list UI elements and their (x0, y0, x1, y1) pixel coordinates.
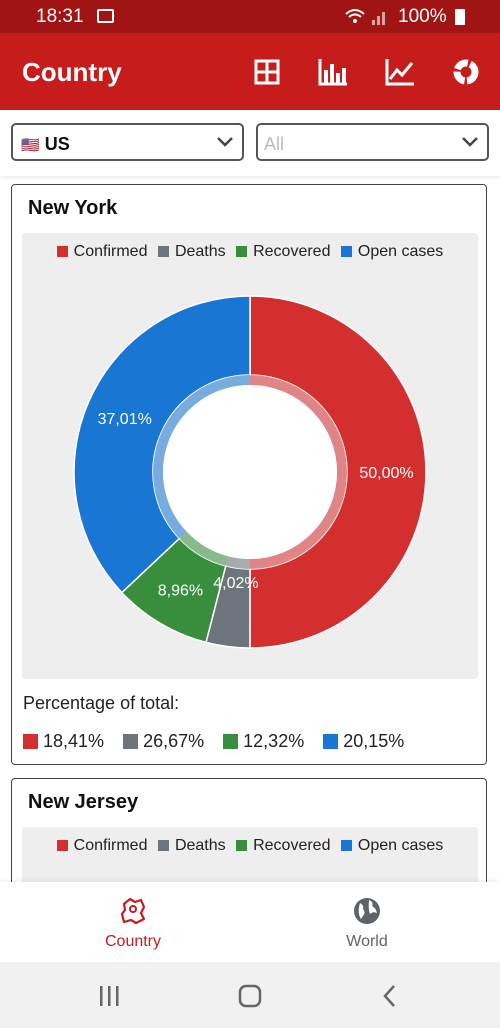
chart-legend: Confirmed Deaths Recovered Open cases (22, 837, 478, 855)
country-select-value: 🇺🇸 US (21, 134, 70, 155)
status-time: 18:31 (36, 6, 84, 27)
state-card-new-york: New York Confirmed Deaths Recovered Open… (11, 184, 487, 765)
bottom-navigation: Country World (0, 882, 500, 962)
legend-item-confirmed: Confirmed (56, 243, 147, 261)
battery-icon (455, 9, 465, 25)
wifi-signal-icon (345, 9, 385, 25)
legend-item-deaths: Deaths (157, 837, 226, 855)
donut-label-deaths: 4,02% (213, 575, 258, 592)
us-flag-icon: 🇺🇸 (21, 137, 40, 154)
nav-label-world: World (346, 933, 388, 950)
donut-inner-ring-recovered (179, 531, 229, 566)
country-select[interactable]: 🇺🇸 US (11, 123, 244, 161)
percentage-confirmed: 18,41% (23, 731, 104, 752)
donut-slice-open-cases[interactable] (73, 295, 251, 594)
chevron-down-icon (217, 137, 233, 147)
state-name: New York (28, 197, 118, 219)
line-chart-icon[interactable] (383, 55, 417, 89)
state-name: New Jersey (28, 791, 139, 813)
grid-view-icon[interactable] (250, 55, 284, 89)
donut-label-confirmed: 50,00% (359, 465, 413, 482)
status-bar: 18:31 100% (0, 0, 500, 33)
percentage-open-cases: 20,15% (323, 731, 404, 752)
legend-item-recovered: Recovered (236, 837, 330, 855)
nav-item-country[interactable]: Country (8, 882, 258, 962)
image-notification-icon (97, 9, 114, 23)
country-select-text: US (44, 134, 70, 154)
donut-center (163, 385, 337, 559)
donut-label-open-cases: 37,01% (98, 411, 152, 428)
region-select[interactable]: All (256, 123, 489, 161)
donut-inner-ring-confirmed (249, 375, 347, 569)
donut-chart: 50,00% 4,02% 8,96% 37,01% (73, 295, 427, 649)
percentage-recovered: 12,32% (223, 731, 304, 752)
percentage-title: Percentage of total: (23, 693, 180, 713)
nav-label-country: Country (104, 933, 162, 950)
pie-chart-panel: Confirmed Deaths Recovered Open cases 50… (22, 233, 478, 679)
percentage-list: 18,41% 26,67% 12,32% 20,15% (23, 731, 418, 752)
donut-label-recovered: 8,96% (158, 582, 203, 599)
recents-icon[interactable] (97, 984, 123, 1008)
legend-item-deaths: Deaths (157, 243, 226, 261)
globe-icon (354, 898, 380, 924)
percentage-deaths: 26,67% (123, 731, 204, 752)
legend-item-open-cases: Open cases (340, 243, 443, 261)
legend-item-recovered: Recovered (236, 243, 330, 261)
donut-chart-icon[interactable] (449, 55, 483, 89)
legend-item-open-cases: Open cases (340, 837, 443, 855)
page-title: Country (22, 57, 122, 87)
country-map-icon (120, 897, 146, 925)
home-icon[interactable] (237, 983, 263, 1009)
battery-level: 100% (398, 6, 447, 27)
donut-inner-ring-deaths (225, 556, 250, 569)
back-icon[interactable] (380, 983, 400, 1009)
donut-inner-ring-open-cases (153, 375, 250, 539)
chart-legend: Confirmed Deaths Recovered Open cases (22, 243, 478, 261)
nav-item-world[interactable]: World (242, 882, 492, 962)
app-bar: Country (0, 33, 500, 110)
region-select-value: All (264, 134, 285, 154)
filter-bar: 🇺🇸 US All (0, 110, 500, 176)
legend-item-confirmed: Confirmed (56, 837, 147, 855)
chevron-down-icon (462, 137, 478, 147)
bar-chart-icon[interactable] (316, 55, 350, 89)
system-navigation-bar (0, 962, 500, 1028)
